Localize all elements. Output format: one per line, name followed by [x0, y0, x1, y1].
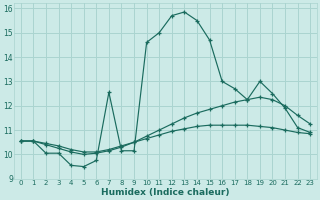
X-axis label: Humidex (Indice chaleur): Humidex (Indice chaleur) — [101, 188, 230, 197]
